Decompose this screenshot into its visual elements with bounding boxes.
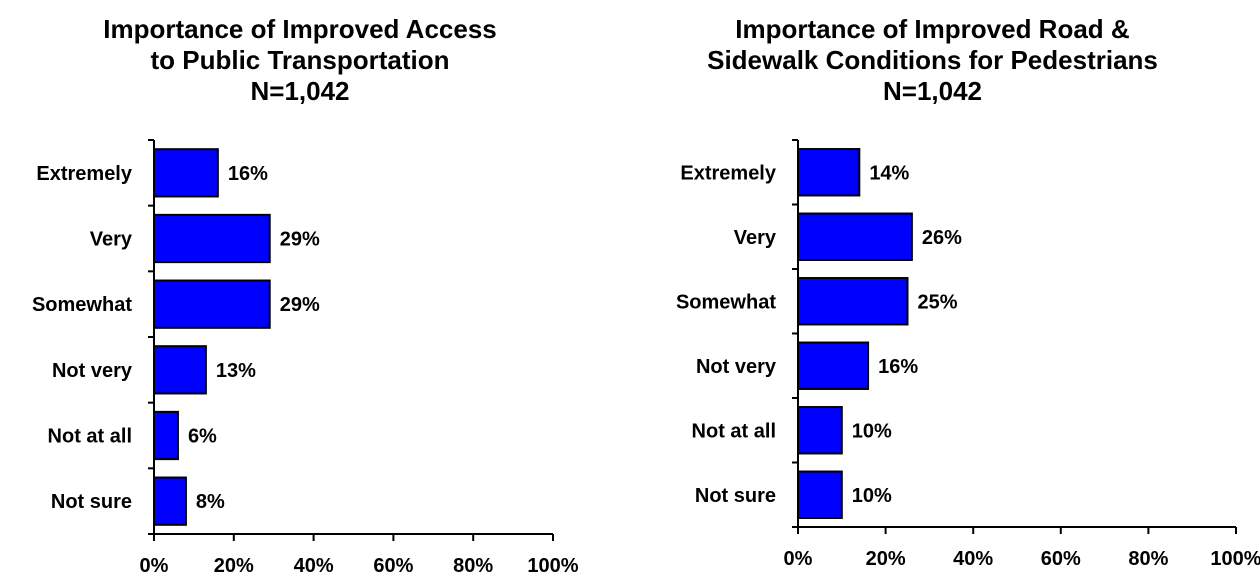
bar <box>797 470 843 519</box>
x-tick-label: 100% <box>1210 548 1260 570</box>
data-label: 6% <box>188 426 217 448</box>
bar <box>153 476 187 526</box>
data-label: 26% <box>922 227 962 249</box>
x-tick-label: 20% <box>214 555 254 577</box>
bar <box>153 148 219 198</box>
chart-title: Importance of Improved Road & Sidewalk C… <box>630 14 1235 107</box>
data-label: 10% <box>852 485 892 507</box>
category-label: Extremely <box>36 163 132 185</box>
bar <box>153 279 271 329</box>
x-tick-label: 80% <box>1128 548 1168 570</box>
x-tick-label: 40% <box>953 548 993 570</box>
chart-title-line-1: Importance of Improved Road & <box>735 14 1130 44</box>
data-label: 25% <box>918 291 958 313</box>
bar <box>153 410 179 461</box>
chart-title: Importance of Improved Access to Public … <box>0 14 600 107</box>
data-label: 8% <box>196 491 225 513</box>
bar-chart: Extremely 14% Very 26% Somewhat 25% Not very 16… <box>676 139 1260 570</box>
bar <box>797 341 870 390</box>
chart-title-line-2: Sidewalk Conditions for Pedestrians <box>707 45 1158 75</box>
chart-title-line-3: N=1,042 <box>250 76 350 106</box>
category-label: Not at all <box>48 426 132 448</box>
category-label: Not sure <box>51 491 132 513</box>
bar <box>153 345 207 395</box>
x-tick-label: 60% <box>373 555 413 577</box>
category-label: Somewhat <box>676 291 776 313</box>
category-label: Very <box>90 229 133 251</box>
bar <box>797 406 843 455</box>
x-tick-label: 20% <box>866 548 906 570</box>
data-label: 29% <box>280 229 320 251</box>
data-label: 13% <box>216 360 256 382</box>
chart-title-line-1: Importance of Improved Access <box>103 14 497 44</box>
x-tick-label: 0% <box>140 555 169 577</box>
bar <box>153 213 271 264</box>
chart-panel-left: Importance of Improved Access to Public … <box>0 14 600 577</box>
category-label: Extremely <box>680 162 776 184</box>
x-tick-label: 100% <box>527 555 578 577</box>
category-label: Not very <box>696 356 777 378</box>
chart-title-line-3: N=1,042 <box>882 76 983 106</box>
category-label: Somewhat <box>32 294 132 316</box>
bar <box>797 148 861 197</box>
chart-title-line-2: to Public Transportation <box>150 45 450 75</box>
x-tick-label: 0% <box>784 548 813 570</box>
chart-panel-right: Importance of Improved Road & Sidewalk C… <box>630 0 1260 585</box>
data-label: 14% <box>869 162 909 184</box>
bar <box>797 212 913 261</box>
data-label: 29% <box>280 294 320 316</box>
data-label: 16% <box>878 356 918 378</box>
category-label: Not sure <box>695 485 776 507</box>
x-tick-label: 80% <box>453 555 493 577</box>
data-label: 16% <box>228 163 268 185</box>
category-label: Very <box>734 227 777 249</box>
bar <box>797 277 909 326</box>
x-tick-label: 60% <box>1041 548 1081 570</box>
data-label: 10% <box>852 420 892 442</box>
bar-chart: Extremely 16% Very 29% Somewhat 29% Not very 13… <box>32 139 579 577</box>
x-tick-label: 40% <box>294 555 334 577</box>
category-label: Not very <box>52 360 133 382</box>
category-label: Not at all <box>692 420 776 442</box>
